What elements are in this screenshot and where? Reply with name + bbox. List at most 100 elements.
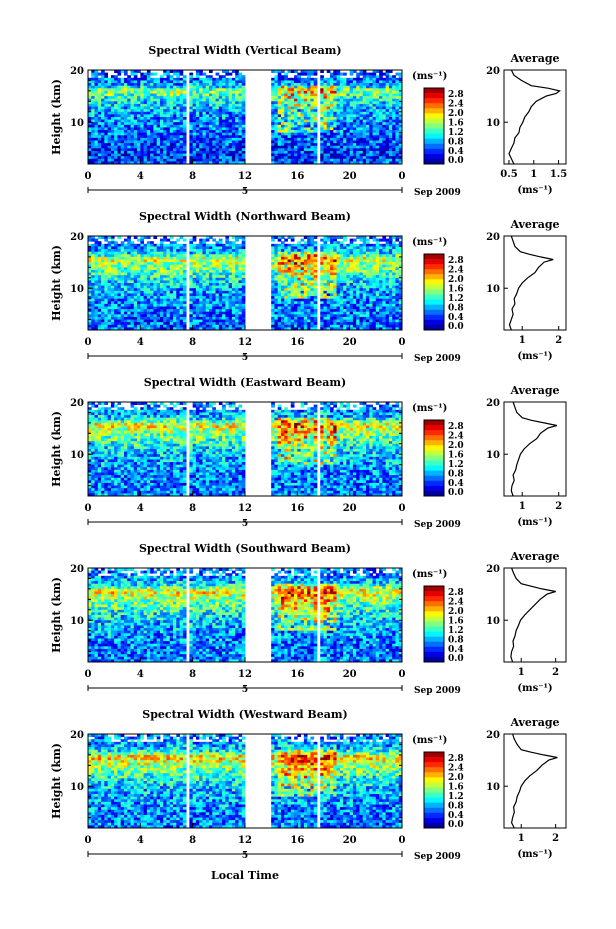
- heatmap-cell: [212, 127, 216, 131]
- heatmap-cell: [117, 264, 122, 268]
- heatmap-cell: [222, 275, 226, 279]
- heatmap-cell: [215, 256, 220, 260]
- heatmap-cell: [280, 124, 285, 128]
- heatmap-cell: [209, 288, 213, 292]
- heatmap-cell: [156, 158, 161, 162]
- heatmap-cell: [130, 106, 135, 110]
- heatmap-cell: [228, 83, 233, 87]
- heatmap-cell: [362, 83, 367, 87]
- heatmap-cell: [150, 124, 154, 128]
- heatmap-cell: [202, 316, 207, 320]
- heatmap-cell: [228, 117, 233, 121]
- heatmap-cell: [150, 130, 154, 134]
- heatmap-cell: [300, 98, 305, 102]
- heatmap-cell: [320, 96, 324, 100]
- heatmap-cell: [97, 298, 102, 302]
- heatmap-cell: [369, 122, 373, 126]
- heatmap-cell: [173, 311, 177, 315]
- heatmap-cell: [303, 140, 308, 144]
- heatmap-cell: [146, 93, 151, 97]
- heatmap-cell: [300, 130, 305, 134]
- heatmap-cell: [274, 103, 279, 107]
- heatmap-cell: [205, 145, 210, 149]
- heatmap-cell: [290, 153, 295, 157]
- heatmap-cell: [326, 156, 331, 160]
- heatmap-cell: [392, 135, 396, 139]
- heatmap-cell: [277, 327, 282, 331]
- heatmap-cell: [231, 111, 236, 115]
- heatmap-cell: [166, 158, 171, 162]
- heatmap-cell: [209, 296, 213, 300]
- heatmap-cell: [101, 259, 105, 263]
- heatmap-cell: [297, 75, 301, 79]
- heatmap-cell: [182, 101, 187, 105]
- heatmap-cell: [150, 275, 154, 279]
- heatmap-cell: [212, 158, 216, 162]
- heatmap-cell: [395, 145, 400, 149]
- heatmap-cell: [137, 111, 141, 115]
- heatmap-cell: [297, 101, 301, 105]
- heatmap-cell: [163, 296, 167, 300]
- heatmap-cell: [330, 96, 334, 100]
- heatmap-cell: [218, 283, 223, 287]
- heatmap-cell: [189, 316, 194, 320]
- heatmap-cell: [235, 249, 239, 253]
- heatmap-cell: [104, 275, 109, 279]
- heatmap-cell: [336, 130, 341, 134]
- heatmap-cell: [241, 156, 246, 160]
- colorbar-segment: [424, 93, 444, 99]
- heatmap-cell: [215, 111, 220, 115]
- heatmap-cell: [120, 283, 125, 287]
- heatmap-cell: [101, 103, 105, 107]
- heatmap-cell: [290, 267, 295, 271]
- heatmap-cell: [238, 316, 243, 320]
- heatmap-cell: [140, 119, 144, 123]
- heatmap-cell: [179, 90, 184, 94]
- heatmap-cell: [343, 145, 347, 149]
- heatmap-cell: [297, 106, 301, 110]
- heatmap-cell: [280, 153, 285, 157]
- heatmap-cell: [212, 254, 216, 258]
- heatmap-cell: [163, 303, 167, 307]
- heatmap-cell: [189, 103, 194, 107]
- heatmap-cell: [205, 293, 210, 297]
- heatmap-cell: [369, 145, 373, 149]
- heatmap-cell: [274, 98, 279, 102]
- heatmap-cell: [110, 158, 115, 162]
- heatmap-cell: [287, 117, 292, 121]
- heatmap-cell: [284, 288, 288, 292]
- heatmap-cell: [398, 124, 403, 128]
- heatmap-cell: [179, 314, 184, 318]
- heatmap-cell: [382, 90, 387, 94]
- heatmap-cell: [375, 145, 380, 149]
- heatmap-cell: [395, 77, 400, 81]
- x-tick-label: 20: [343, 171, 357, 182]
- heatmap-cell: [205, 264, 210, 268]
- heatmap-cell: [117, 269, 122, 273]
- heatmap-cell: [189, 72, 194, 76]
- heatmap-cell: [143, 88, 148, 92]
- heatmap-cell: [375, 90, 380, 94]
- heatmap-cell: [212, 298, 216, 302]
- heatmap-cell: [202, 301, 207, 305]
- heatmap-cell: [284, 301, 288, 305]
- heatmap-cell: [366, 88, 370, 92]
- heatmap-cell: [222, 90, 226, 94]
- heatmap-cell: [199, 256, 203, 260]
- heatmap-cell: [143, 109, 148, 113]
- heatmap-cell: [212, 109, 216, 113]
- heatmap-cell: [209, 303, 213, 307]
- heatmap-cell: [366, 96, 370, 100]
- heatmap-cell: [88, 111, 92, 115]
- heatmap-cell: [176, 106, 180, 110]
- heatmap-cell: [159, 93, 164, 97]
- heatmap-cell: [179, 114, 184, 118]
- heatmap-cell: [290, 259, 295, 263]
- heatmap-cell: [330, 83, 334, 87]
- heatmap-cell: [280, 135, 285, 139]
- heatmap-cell: [388, 132, 393, 136]
- heatmap-cell: [166, 301, 171, 305]
- heatmap-cell: [323, 140, 328, 144]
- heatmap-cell: [192, 280, 197, 284]
- heatmap-cell: [163, 103, 167, 107]
